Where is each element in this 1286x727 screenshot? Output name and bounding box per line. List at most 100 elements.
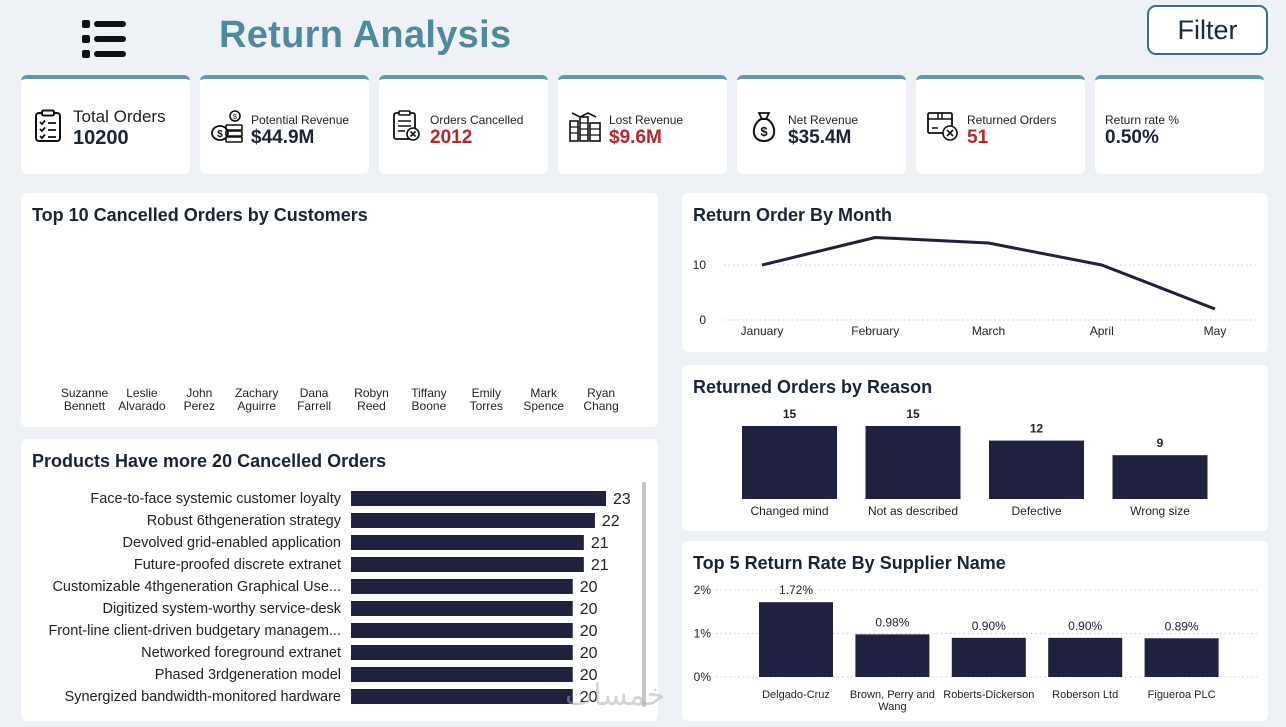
card-title: Return Order By Month bbox=[693, 205, 893, 225]
tick-label: Devolved grid-enabled application bbox=[123, 535, 341, 551]
data-label: 20 bbox=[580, 645, 598, 662]
month-chart: 0 10 January February March April May bbox=[693, 236, 1257, 338]
tick-label: Boone bbox=[412, 399, 447, 413]
svg-text:$: $ bbox=[217, 129, 223, 140]
tick-label: Mark bbox=[530, 386, 558, 400]
tick-label: March bbox=[972, 324, 1005, 338]
menu-icon[interactable] bbox=[80, 18, 128, 60]
money-bag-icon: $ bbox=[752, 112, 776, 143]
reason-card: Returned Orders by Reason 15 Changed mind… bbox=[682, 365, 1268, 531]
bar bbox=[351, 667, 573, 682]
clipboard-check-icon bbox=[35, 109, 61, 142]
bar bbox=[989, 440, 1084, 499]
tick-label: January bbox=[741, 324, 784, 338]
tick-label: Future-proofed discrete extranet bbox=[134, 557, 341, 573]
kpi-value: 51 bbox=[967, 127, 989, 148]
kpi-label: Total Orders bbox=[73, 107, 166, 126]
tick-label: Aguirre bbox=[237, 399, 276, 413]
bar bbox=[1048, 637, 1123, 677]
kpi-net-revenue: $ Net Revenue $35.4M bbox=[737, 75, 906, 174]
tick-label: Brown, Perry and bbox=[850, 689, 935, 701]
data-label: 0.90% bbox=[972, 619, 1006, 633]
tick-label: Dana bbox=[300, 386, 329, 400]
tick-label: Wrong size bbox=[1130, 504, 1190, 518]
data-label: 0.90% bbox=[1068, 619, 1102, 633]
kpi-value: 2012 bbox=[430, 127, 473, 148]
customers-card: Top 10 Cancelled Orders by Customers 16S… bbox=[21, 193, 658, 427]
tick-label: Front-line client-driven budgetary manag… bbox=[48, 623, 341, 639]
tick-label: April bbox=[1090, 324, 1114, 338]
kpi-value: 10200 bbox=[73, 127, 129, 149]
tick-label: Defective bbox=[1011, 504, 1061, 518]
data-label: 20 bbox=[580, 667, 598, 684]
kpi-value: $35.4M bbox=[788, 127, 852, 148]
kpi-potential-revenue: $ $ Potential Revenue $44.9M bbox=[200, 75, 369, 174]
tick-label: 0% bbox=[694, 670, 712, 684]
tick-label: Digitized system-worthy service-desk bbox=[102, 601, 341, 617]
tick-label: Synergized bandwidth-monitored hardware bbox=[65, 689, 341, 705]
data-label: 9 bbox=[1157, 436, 1164, 450]
bar bbox=[759, 602, 833, 677]
tick-label: May bbox=[1204, 324, 1227, 338]
bar bbox=[351, 491, 606, 506]
data-label: 15 bbox=[783, 407, 797, 421]
kpi-value: $44.9M bbox=[251, 127, 315, 148]
data-label: 0.98% bbox=[875, 615, 909, 629]
bar bbox=[351, 601, 573, 616]
tick-label: Robust 6thgeneration strategy bbox=[147, 513, 342, 529]
tick-label: Changed mind bbox=[750, 504, 828, 518]
kpi-label: Returned Orders bbox=[967, 113, 1057, 127]
kpi-label: Lost Revenue bbox=[609, 113, 684, 127]
bar bbox=[855, 634, 930, 677]
filter-button[interactable]: Filter bbox=[1147, 5, 1268, 55]
tick-label: Emily bbox=[472, 386, 501, 400]
bar bbox=[742, 426, 837, 499]
tick-label: Phased 3rdgeneration model bbox=[155, 667, 341, 683]
tick-label: Robyn bbox=[354, 386, 389, 400]
tick-label: Chang bbox=[583, 399, 618, 413]
products-chart: Face-to-face systemic customer loyalty 23… bbox=[48, 482, 646, 707]
bar bbox=[951, 637, 1026, 677]
kpi-label: Potential Revenue bbox=[251, 113, 350, 127]
supplier-card: Top 5 Return Rate By Supplier Name 0% 1% 2… bbox=[682, 541, 1268, 721]
tick-label: Roberts-Dickerson bbox=[943, 689, 1034, 701]
tick-label: Figueroa PLC bbox=[1148, 689, 1216, 701]
tick-label: Reed bbox=[357, 399, 386, 413]
kpi-returned-orders: Returned Orders 51 bbox=[916, 75, 1085, 174]
kpi-orders-cancelled: Orders Cancelled 2012 bbox=[379, 75, 548, 174]
kpi-value: 0.50% bbox=[1105, 127, 1159, 148]
lost-cash-icon bbox=[569, 112, 601, 142]
bar bbox=[351, 557, 584, 572]
data-label: 20 bbox=[580, 601, 598, 618]
bar bbox=[865, 426, 961, 499]
cancelled-document-icon bbox=[393, 110, 420, 141]
tick-label: 1% bbox=[694, 627, 712, 641]
tick-label: Networked foreground extranet bbox=[141, 645, 341, 661]
tick-label: John bbox=[186, 386, 212, 400]
tick-label: Spence bbox=[523, 399, 564, 413]
bar bbox=[351, 645, 573, 660]
tick-label: Face-to-face systemic customer loyalty bbox=[90, 491, 341, 507]
bar bbox=[351, 623, 573, 638]
kpi-return-rate: Return rate % 0.50% bbox=[1095, 75, 1264, 174]
bar bbox=[351, 579, 573, 594]
money-stack-icon: $ $ bbox=[211, 110, 243, 143]
tick-label: Suzanne bbox=[61, 386, 109, 400]
data-label: 21 bbox=[591, 535, 609, 552]
data-label: 0.89% bbox=[1165, 619, 1199, 633]
data-label: 23 bbox=[613, 491, 631, 508]
tick-label: Perez bbox=[184, 399, 215, 413]
tick-label: Ryan bbox=[587, 386, 615, 400]
tick-label: Torres bbox=[470, 399, 503, 413]
scrollbar bbox=[642, 482, 646, 707]
bar bbox=[351, 535, 584, 550]
data-label: 1.72% bbox=[779, 583, 813, 597]
customers-chart: 16SuzanneBennett14LeslieAlvarado13JohnPe… bbox=[61, 386, 619, 413]
kpi-total-orders: Total Orders 10200 bbox=[21, 75, 190, 174]
kpi-label: Net Revenue bbox=[788, 113, 859, 127]
page-title: Return Analysis bbox=[219, 14, 512, 56]
tick-label: Zachary bbox=[235, 386, 278, 400]
kpi-label: Orders Cancelled bbox=[430, 113, 524, 127]
tick-label: Bennett bbox=[64, 399, 106, 413]
card-title: Products Have more 20 Cancelled Orders bbox=[32, 451, 387, 471]
